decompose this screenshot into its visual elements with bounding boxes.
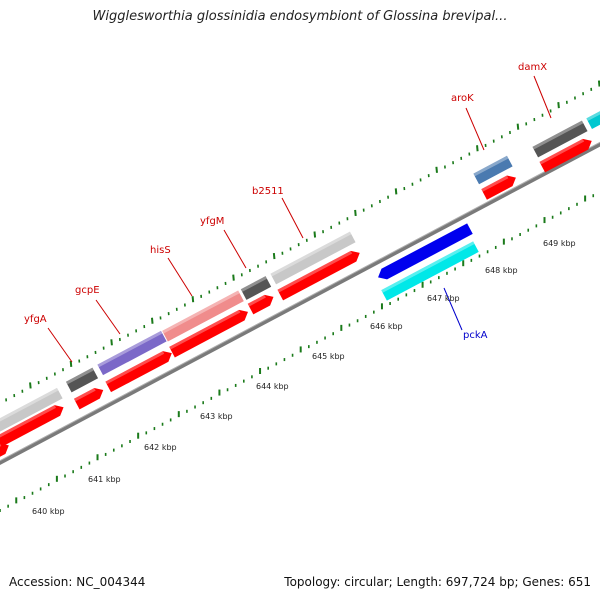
cds-arrow-4 <box>169 309 248 358</box>
cds-arrow-2 <box>73 387 104 410</box>
leader-line-damX <box>533 75 552 119</box>
leader-line-pckA <box>443 287 463 331</box>
kbp-label: 648 kbp <box>485 266 518 275</box>
gene-label-b2511: b2511 <box>252 186 284 197</box>
gene-box-pckA <box>381 241 479 301</box>
gene-label-hisS: hisS <box>150 245 171 256</box>
cds-arrow-5 <box>247 294 274 315</box>
gene-label-yfgA: yfgA <box>24 314 47 325</box>
cds-arrow-6 <box>277 250 360 301</box>
kbp-label: 642 kbp <box>144 443 177 452</box>
cds-arrow-1 <box>0 405 64 449</box>
gene-box-gcpE <box>97 330 167 376</box>
kbp-label: 647 kbp <box>427 294 460 303</box>
kbp-label: 641 kbp <box>88 475 121 484</box>
gene-label-pckA: pckA <box>463 330 488 341</box>
gene-box-teal <box>586 109 600 129</box>
gene-arrow-blue <box>378 223 473 280</box>
cds-arrow-3 <box>105 351 172 393</box>
leader-line-yfgM <box>223 229 247 269</box>
leader-line-aroK <box>465 107 485 151</box>
cds-arrow-7 <box>481 175 516 200</box>
gene-label-gcpE: gcpE <box>75 285 100 296</box>
kbp-label: 646 kbp <box>370 322 403 331</box>
kbp-label: 645 kbp <box>312 352 345 361</box>
gene-features <box>0 109 600 460</box>
genome-backbone <box>0 142 600 465</box>
leader-line-gcpE <box>95 299 121 335</box>
inner-tick-ring <box>0 194 595 512</box>
gene-box-aroK <box>473 155 513 185</box>
gene-label-damX: damX <box>518 62 547 73</box>
cds-arrow-0 <box>0 443 9 460</box>
gene-box-yfgM <box>240 276 272 300</box>
gene-box-hisS <box>162 290 244 342</box>
gene-box-damX <box>532 120 588 158</box>
outer-tick-ring <box>5 80 600 402</box>
gene-box-grey-1 <box>0 387 63 433</box>
leader-line-b2511 <box>281 197 304 239</box>
topology-summary: Topology: circular; Length: 697,724 bp; … <box>284 575 591 589</box>
map-title: Wigglesworthia glossinidia endosymbiont … <box>92 9 508 24</box>
gene-label-aroK: aroK <box>451 93 474 104</box>
accession-text: Accession: NC_004344 <box>9 575 146 589</box>
kbp-labels: 640 kbp 641 kbp 642 kbp 643 kbp 644 kbp 645 k… <box>32 239 576 516</box>
kbp-label: 643 kbp <box>200 412 233 421</box>
gene-label-yfgM: yfgM <box>200 216 224 227</box>
genome-backbone-highlight <box>0 141 600 462</box>
cds-arrow-8 <box>539 138 592 173</box>
kbp-label: 644 kbp <box>256 382 289 391</box>
kbp-label: 640 kbp <box>32 507 65 516</box>
gene-box-b2511 <box>270 231 356 285</box>
leader-line-hisS <box>167 257 193 297</box>
gene-box-dark-1 <box>65 367 99 393</box>
leader-line-yfgA <box>47 327 73 363</box>
gene-labels: yfgA gcpE hisS yfgM b2511 aroK damX pckA <box>24 62 552 363</box>
kbp-label: 649 kbp <box>543 239 576 248</box>
